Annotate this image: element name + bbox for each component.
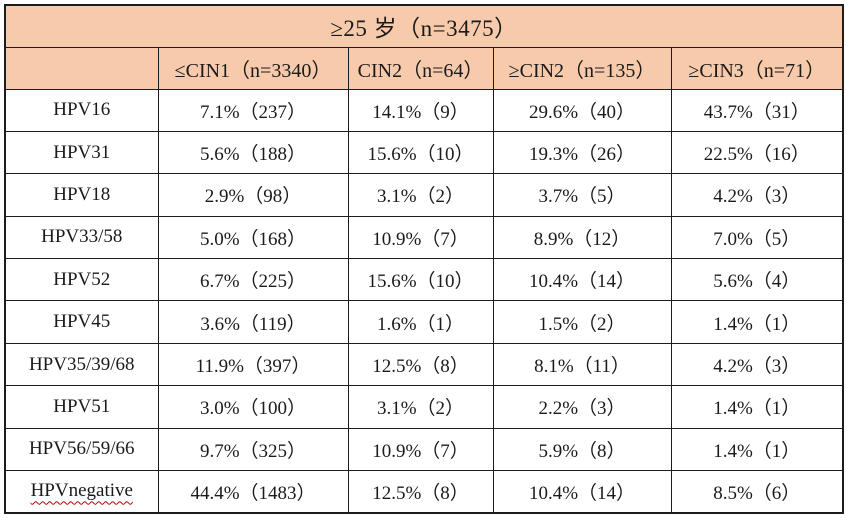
table-cell: 2.2%（3） xyxy=(492,385,672,429)
table-cell: 4.2%（3） xyxy=(670,342,844,387)
table-title: ≥25 岁（n=3475） xyxy=(4,4,844,48)
column-header-cin2: CIN2（n=64） xyxy=(347,46,494,90)
row-label-text: HPV18 xyxy=(53,183,111,205)
table-cell: 6.7%（225） xyxy=(157,258,349,302)
table-cell: 15.6%（10） xyxy=(347,258,494,302)
row-label: HPV52 xyxy=(4,258,159,302)
table-cell: 7.1%（237） xyxy=(157,88,349,132)
row-label-text: HPV56/59/66 xyxy=(28,438,135,460)
table-row: HPV35/39/68 11.9%（397） 12.5%（8） 8.1%（11）… xyxy=(4,342,844,387)
table-cell: 19.3%（26） xyxy=(492,130,672,175)
table-cell: 9.7%（325） xyxy=(157,427,349,472)
table-row: HPV31 5.6%（188） 15.6%（10） 19.3%（26） 22.5… xyxy=(4,130,844,175)
table-cell: 10.9%（7） xyxy=(347,215,494,260)
table-cell: 3.1%（2） xyxy=(347,173,494,217)
table-cell: 1.4%（1） xyxy=(670,300,844,344)
table-cell: 10.9%（7） xyxy=(347,427,494,472)
row-label: HPV31 xyxy=(4,130,159,175)
table-cell: 43.7%（31） xyxy=(670,88,844,132)
row-label-text: HPV33/58 xyxy=(41,226,123,248)
table-cell: 3.7%（5） xyxy=(492,173,672,217)
table-cell: 10.4%（14） xyxy=(492,470,672,514)
table-cell: 14.1%（9） xyxy=(347,88,494,132)
table-row: HPVnegative 44.4%（1483） 12.5%（8） 10.4%（1… xyxy=(4,470,844,514)
table-cell: 44.4%（1483） xyxy=(157,470,349,514)
table-cell: 1.4%（1） xyxy=(670,427,844,472)
corner-cell xyxy=(4,46,159,90)
row-label-text: HPV16 xyxy=(53,99,111,121)
table-row: HPV56/59/66 9.7%（325） 10.9%（7） 5.9%（8） 1… xyxy=(4,427,844,472)
row-label: HPV16 xyxy=(4,88,159,132)
column-header-gte-cin2: ≥CIN2（n=135） xyxy=(492,46,672,90)
table-cell: 5.6%（188） xyxy=(157,130,349,175)
table-cell: 22.5%（16） xyxy=(670,130,844,175)
table-body: HPV16 7.1%（237） 14.1%（9） 29.6%（40） 43.7%… xyxy=(4,88,844,514)
table-cell: 1.6%（1） xyxy=(347,300,494,344)
row-label-text: HPV45 xyxy=(53,311,111,333)
table-cell: 3.6%（119） xyxy=(157,300,349,344)
table-cell: 7.0%（5） xyxy=(670,215,844,260)
table-cell: 8.9%（12） xyxy=(492,215,672,260)
table-cell: 12.5%（8） xyxy=(347,470,494,514)
table-cell: 3.0%（100） xyxy=(157,385,349,429)
row-label: HPV18 xyxy=(4,173,159,217)
row-label: HPV51 xyxy=(4,385,159,429)
table-cell: 4.2%（3） xyxy=(670,173,844,217)
row-label: HPV33/58 xyxy=(4,215,159,260)
table-cell: 11.9%（397） xyxy=(157,342,349,387)
table-title-row: ≥25 岁（n=3475） xyxy=(4,4,844,48)
row-label: HPV45 xyxy=(4,300,159,344)
table-cell: 5.6%（4） xyxy=(670,258,844,302)
row-label-text: HPV35/39/68 xyxy=(28,353,135,375)
table-row: HPV52 6.7%（225） 15.6%（10） 10.4%（14） 5.6%… xyxy=(4,258,844,302)
column-header-cin1: ≤CIN1（n=3340） xyxy=(157,46,349,90)
table-row: HPV45 3.6%（119） 1.6%（1） 1.5%（2） 1.4%（1） xyxy=(4,300,844,344)
hpv-prevalence-table: ≥25 岁（n=3475） ≤CIN1（n=3340） CIN2（n=64） ≥… xyxy=(4,4,844,514)
table-row: HPV16 7.1%（237） 14.1%（9） 29.6%（40） 43.7%… xyxy=(4,88,844,132)
table-row: HPV33/58 5.0%（168） 10.9%（7） 8.9%（12） 7.0… xyxy=(4,215,844,260)
row-label: HPV56/59/66 xyxy=(4,427,159,472)
table-cell: 8.1%（11） xyxy=(492,342,672,387)
row-label-text: HPV31 xyxy=(53,141,111,163)
table-cell: 5.0%（168） xyxy=(157,215,349,260)
row-label: HPV35/39/68 xyxy=(4,342,159,387)
table-cell: 5.9%（8） xyxy=(492,427,672,472)
row-label-text: HPVnegative xyxy=(30,480,133,502)
table-cell: 10.4%（14） xyxy=(492,258,672,302)
table-header-row: ≤CIN1（n=3340） CIN2（n=64） ≥CIN2（n=135） ≥C… xyxy=(4,46,844,90)
table-row: HPV18 2.9%（98） 3.1%（2） 3.7%（5） 4.2%（3） xyxy=(4,173,844,217)
table-cell: 2.9%（98） xyxy=(157,173,349,217)
table-cell: 1.4%（1） xyxy=(670,385,844,429)
column-header-gte-cin3: ≥CIN3（n=71） xyxy=(670,46,844,90)
table-cell: 15.6%（10） xyxy=(347,130,494,175)
row-label-text: HPV51 xyxy=(53,395,111,417)
row-label-text: HPV52 xyxy=(53,268,111,290)
table-cell: 12.5%（8） xyxy=(347,342,494,387)
row-label: HPVnegative xyxy=(4,470,159,514)
table-cell: 8.5%（6） xyxy=(670,470,844,514)
table-cell: 1.5%（2） xyxy=(492,300,672,344)
table-cell: 29.6%（40） xyxy=(492,88,672,132)
table-cell: 3.1%（2） xyxy=(347,385,494,429)
table-row: HPV51 3.0%（100） 3.1%（2） 2.2%（3） 1.4%（1） xyxy=(4,385,844,429)
